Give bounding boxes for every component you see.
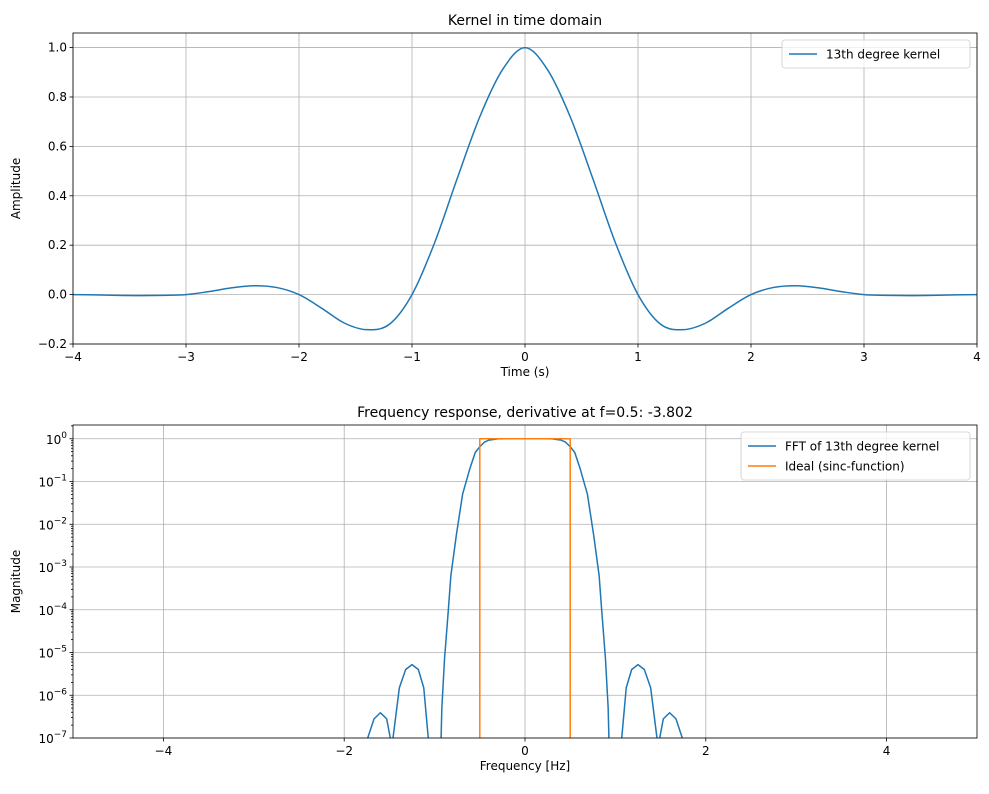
x-tick-label: 3 — [860, 350, 868, 364]
y-tick-exponent: 0 — [61, 431, 67, 441]
y-tick-base: 10 — [38, 647, 53, 661]
y-tick-base: 10 — [46, 433, 61, 447]
y-tick-base: 10 — [38, 561, 53, 575]
x-tick-label: 1 — [634, 350, 642, 364]
y-tick-exponent: −2 — [54, 516, 67, 526]
y-tick-exponent: −7 — [54, 730, 67, 740]
y-tick-exponent: −1 — [54, 474, 67, 484]
y-tick-base: 10 — [38, 518, 53, 532]
frequency-response-plot: −4 −2 0 2 410010−110−210−310−410−510−610−7Fr… — [9, 405, 978, 773]
series-line-secondary — [479, 438, 571, 738]
y-tick-label: 10−4 — [38, 602, 67, 618]
x-tick-label: 0 — [521, 350, 529, 364]
series-group — [73, 46, 977, 331]
x-tick-label: 4 — [883, 744, 891, 758]
y-tick-label: 100 — [46, 431, 67, 447]
chart-title: Frequency response, derivative at f=0.5:… — [357, 405, 693, 421]
y-tick-label: −0.2 — [38, 337, 67, 351]
y-tick-base: 10 — [38, 689, 53, 703]
y-tick-label: 0.8 — [48, 90, 67, 104]
time-domain-plot: −4 −3 −2 −1 0 1 2 3 4 −0.2 0.0 0.2 0.4 0.6 0.8 1.0 Kerne… — [9, 13, 981, 379]
y-tick-label: 0.0 — [48, 288, 67, 302]
y-tick-label: 10−7 — [38, 730, 67, 746]
x-tick-label: −4 — [64, 350, 82, 364]
x-tick-label: 0 — [521, 744, 529, 758]
y-axis-label: Magnitude — [9, 550, 23, 614]
y-tick-base: 10 — [38, 732, 53, 746]
y-tick-label: 1.0 — [48, 41, 67, 55]
legend: FFT of 13th degree kernel Ideal (sinc-fun… — [740, 431, 971, 481]
x-axis-label: Time (s) — [500, 365, 550, 379]
legend-box — [740, 431, 971, 481]
y-tick-label: 0.6 — [48, 139, 67, 153]
y-tick-label: 0.4 — [48, 189, 67, 203]
series-line-primary — [73, 46, 977, 331]
x-tick-label: −4 — [155, 744, 173, 758]
legend-box — [781, 39, 971, 69]
x-tick-label: −3 — [177, 350, 195, 364]
y-tick-exponent: −3 — [54, 559, 67, 569]
y-tick-exponent: −6 — [54, 687, 68, 697]
x-tick-label: 2 — [702, 744, 710, 758]
y-tick-label: 10−2 — [38, 516, 67, 532]
y-tick-base: 10 — [38, 476, 53, 490]
y-tick-label: 10−5 — [38, 645, 67, 661]
x-tick-label: 4 — [973, 350, 981, 364]
y-tick-label: 10−3 — [38, 559, 67, 575]
legend-label: Ideal (sinc-function) — [785, 460, 905, 474]
y-tick-exponent: −5 — [54, 645, 67, 655]
x-tick-label: 2 — [747, 350, 755, 364]
y-axis-label: Amplitude — [9, 158, 23, 220]
x-axis-label: Frequency [Hz] — [480, 759, 571, 773]
x-tick-label: −1 — [403, 350, 421, 364]
y-tick-base: 10 — [38, 604, 53, 618]
y-tick-label: 0.2 — [48, 238, 67, 252]
y-tick-label: 10−6 — [38, 687, 67, 703]
legend: 13th degree kernel — [781, 39, 971, 69]
legend-label: 13th degree kernel — [826, 48, 940, 62]
chart-title: Kernel in time domain — [448, 13, 602, 29]
x-tick-label: −2 — [290, 350, 308, 364]
y-tick-exponent: −4 — [54, 602, 68, 612]
legend-label: FFT of 13th degree kernel — [785, 440, 939, 454]
series-group — [366, 438, 684, 738]
y-tick-label: 10−1 — [38, 474, 67, 490]
x-tick-label: −2 — [335, 744, 353, 758]
